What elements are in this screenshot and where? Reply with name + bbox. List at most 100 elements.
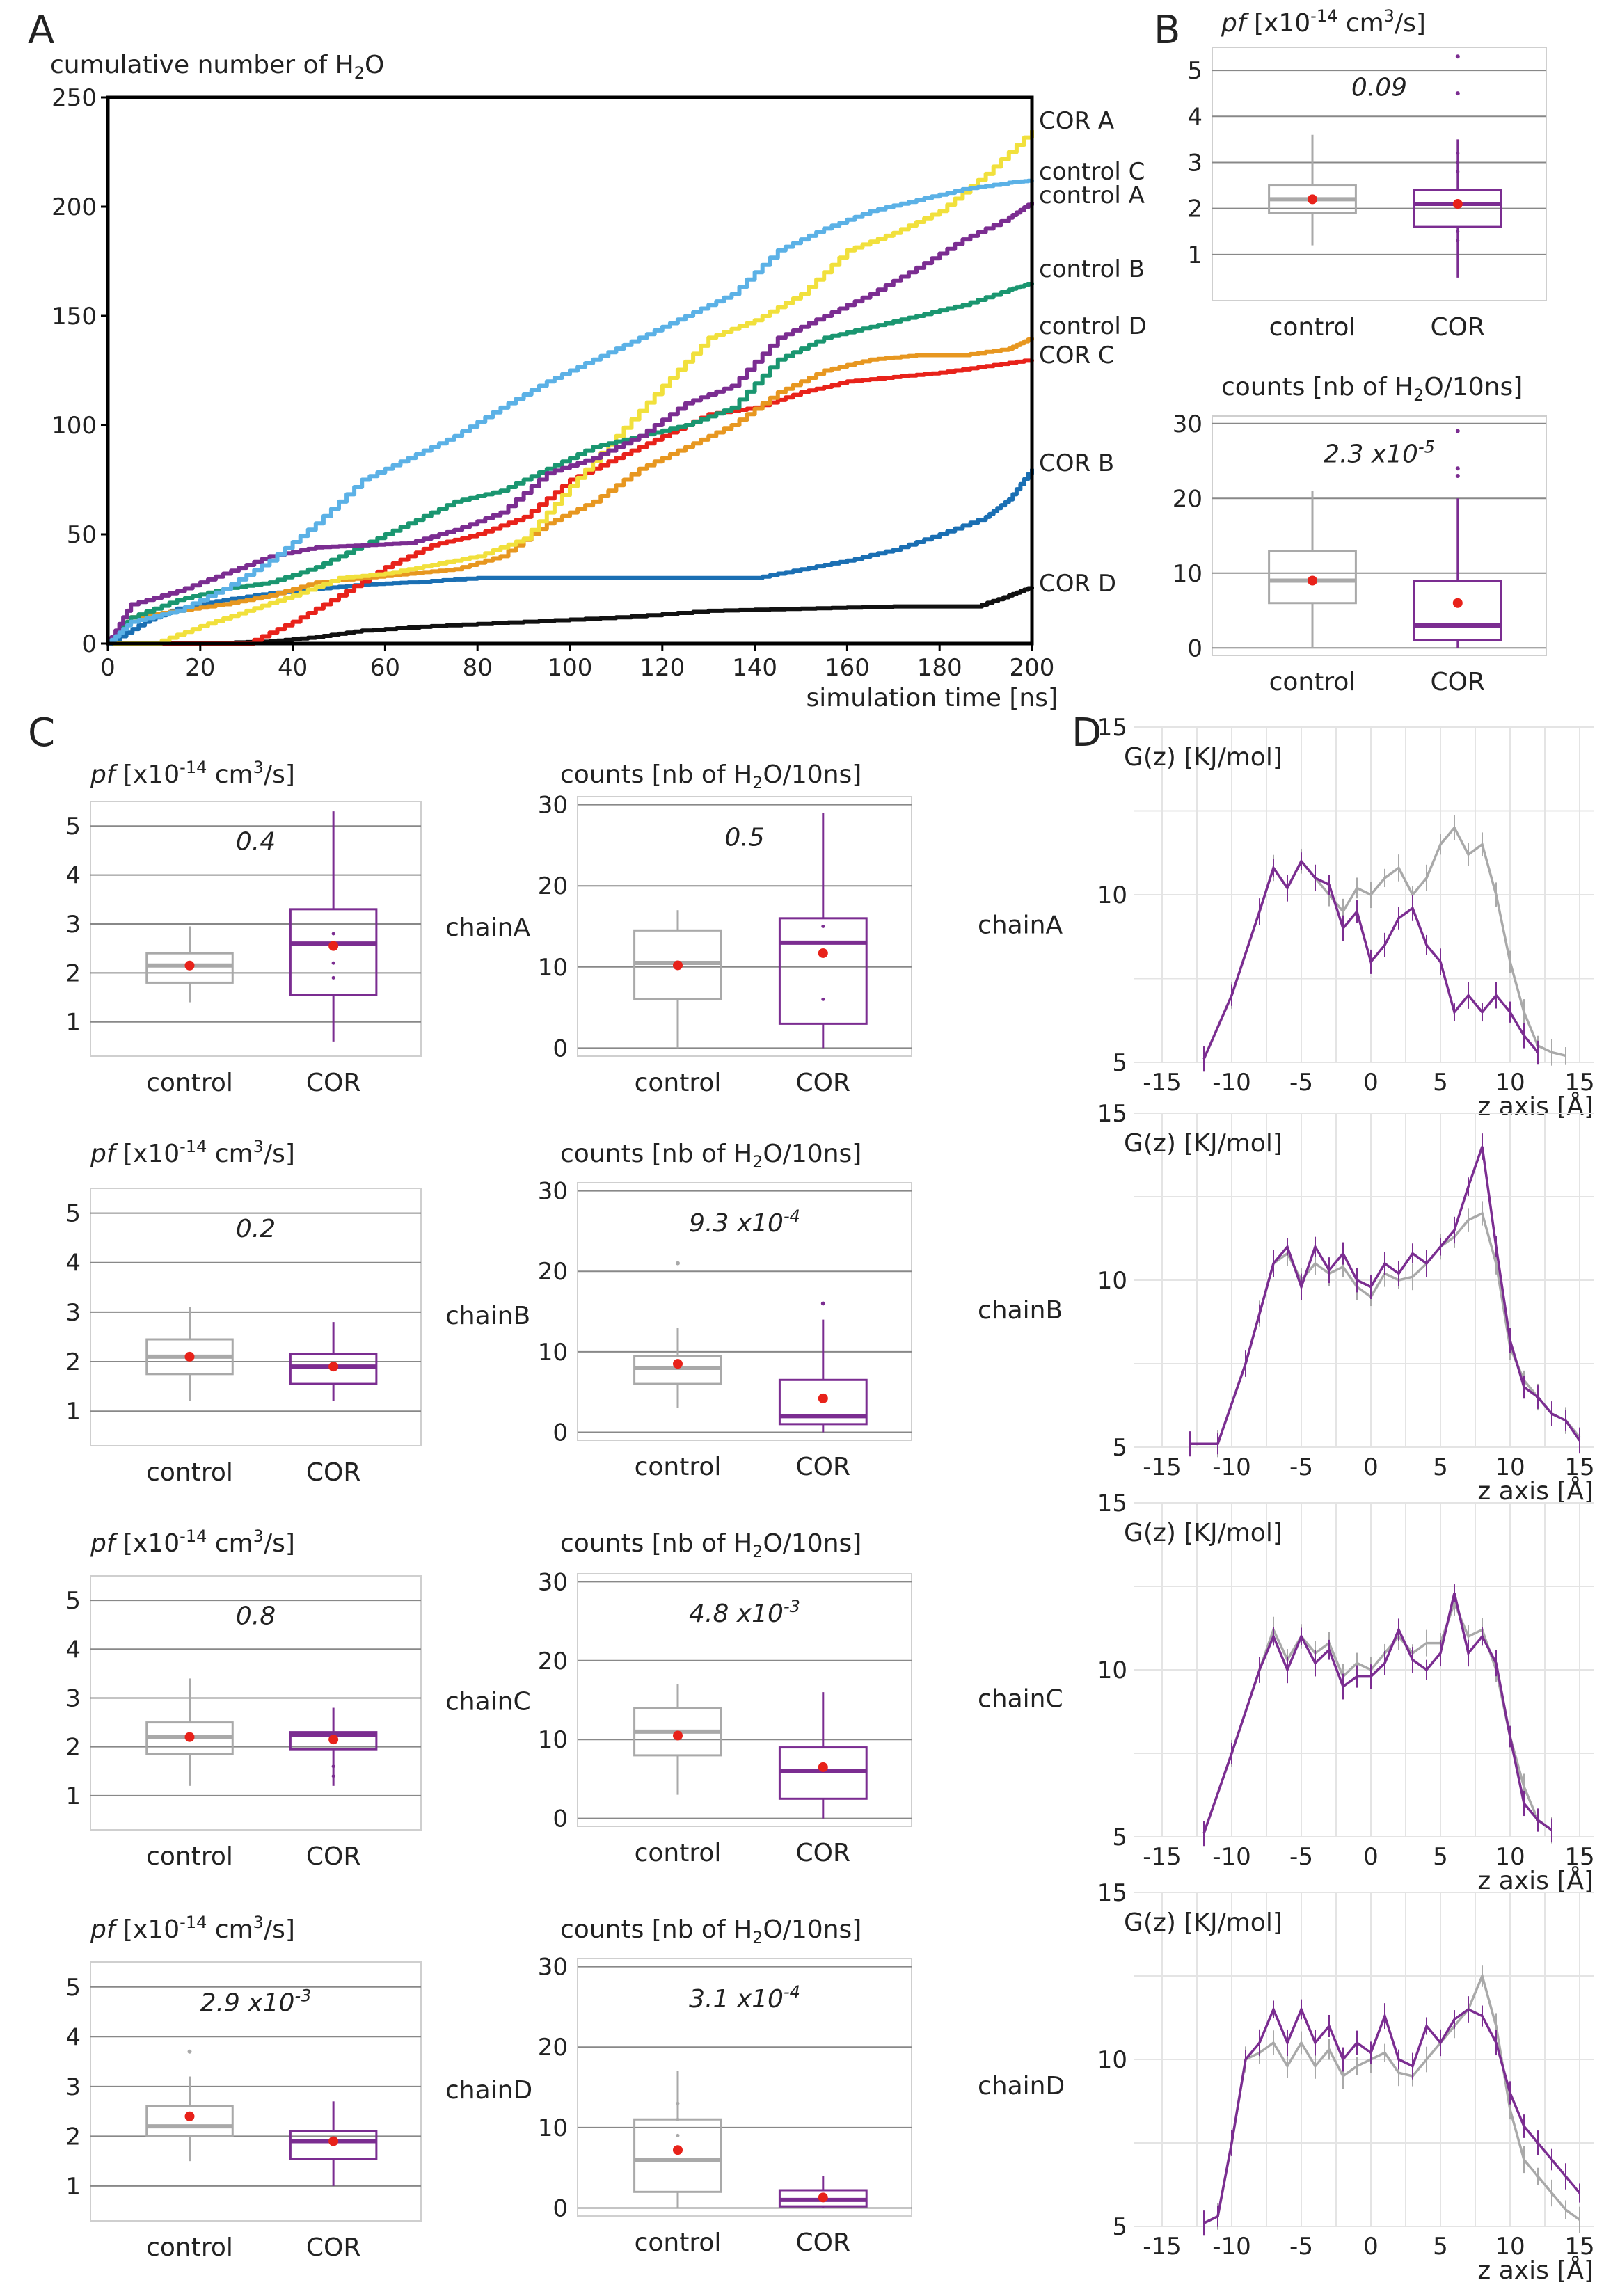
box-mean-dot [1452,199,1463,209]
a-series-label: control A [1039,182,1145,209]
chain-label: chainA [978,911,1063,940]
a-series-line-cor-c [108,358,1034,646]
a-series-label: COR C [1039,342,1115,369]
title-counts-sub: 2 [752,1928,763,1947]
panel-c-boxplots: pf [x10-14 cm3/s] 1 2 3 4 5 0.4 control COR chain… [65,758,1065,2262]
boxplot-y-tick-label: 20 [1173,485,1202,513]
box-iqr [145,952,234,984]
a-ylabel-part2: O [365,51,384,79]
box-mean-dot [328,1735,339,1745]
boxplot-y-tick-label: 2 [65,2123,81,2151]
boxplot-title: pf [x10-14 cm3/s] [90,1526,295,1558]
panel-letter-d: D [1072,710,1102,756]
boxplot-significance: 0.8 [236,1602,276,1630]
a-series-line-control-a [108,202,1034,646]
energy-y-tick-label: 10 [1097,1267,1127,1295]
box-group-label: control [146,2233,233,2262]
boxplot-frame [577,1958,912,2217]
box-group-label: control [635,1069,722,1097]
a-x-tick-label: 180 [917,654,962,682]
box-mean-dot [328,1362,339,1372]
box-outlier [676,1261,680,1266]
box-group-label: COR [306,1458,361,1487]
title-unit: [x10 [123,1140,180,1168]
title-unit-b: cm [207,1140,253,1168]
box-group-control: control [633,2071,722,2257]
box-group-control: control [633,1261,722,1481]
energy-y-tick-label: 10 [1097,882,1127,909]
significance-value: 0.8 [236,1602,276,1630]
significance-value: 4.8 x10 [689,1600,784,1628]
boxplot-y-tick-label: 10 [1173,560,1202,588]
boxplot-significance: 2.3 x10-5 [1324,438,1435,469]
energy-y-axis-label: G(z) [KJ/mol] [1124,743,1282,772]
a-x-tick-label: 0 [100,654,116,682]
box-outlier [820,1301,825,1306]
boxplot-y-tick-label: 30 [1173,410,1202,438]
a-x-tick-label: 160 [825,654,870,682]
boxplot-frame [90,801,422,1057]
energy-y-tick-label: 5 [1112,1049,1127,1077]
title-counts-b: O/10ns] [763,1140,861,1168]
box-group-label: COR [1431,668,1486,696]
title-space [116,1529,123,1558]
significance-value: 0.09 [1351,73,1407,102]
title-unit: [x10 [123,760,180,789]
box-group-control: control [633,1684,722,1867]
box-group-label: COR [796,1069,851,1097]
boxplot-y-tick-label: 4 [65,1636,81,1664]
boxplot-y-tick-label: 10 [538,2114,568,2142]
box-iqr [289,1731,378,1751]
boxplot-y-tick-label: 20 [538,2034,568,2062]
box-group-control: control [1268,491,1357,696]
boxplot-frame [577,796,912,1057]
title-pf: pf [90,1140,119,1168]
chain-label: chainC [978,1685,1063,1714]
box-group-label: control [1269,313,1356,342]
title-counts-a: counts [nb of H [560,1529,752,1558]
title-exp: -14 [1310,6,1337,26]
boxplot-frame [577,1573,912,1827]
boxplot-y-tick-label: 2 [65,959,81,987]
boxplot-y-tick-label: 10 [538,1726,568,1754]
box-point [331,1764,335,1769]
significance-value: 0.4 [236,828,276,856]
title-counts-sub: 2 [752,1152,763,1172]
title-counts-b: O/10ns] [763,1529,861,1558]
energy-x-tick-label: -10 [1212,1453,1251,1481]
box-mean-dot [328,941,339,951]
boxplot-y-tick-label: 3 [65,1684,81,1712]
boxplot-y-tick-label: 0 [553,1805,568,1833]
energy-x-tick-label: 5 [1433,1453,1448,1481]
box-group-label: control [635,2229,722,2257]
a-x-tick-label: 140 [732,654,777,682]
box-group-cor: COR [289,2101,378,2262]
energy-x-tick-label: 15 [1564,1453,1594,1481]
energy-x-tick-label: 15 [1564,1069,1594,1097]
boxplot-y-tick-label: 1 [65,1009,81,1037]
boxplot-frame [1212,47,1547,301]
energy-series-cor [1202,1593,1553,1834]
box-point [1456,151,1460,155]
title-space [1246,9,1254,38]
box-mean-dot [818,1393,828,1403]
title-counts-b: O/10ns] [763,760,861,789]
boxplot-title: pf [x10-14 cm3/s] [90,1913,295,1944]
energy-x-tick-label: 5 [1433,2233,1448,2261]
energy-y-tick-label: 10 [1097,1657,1127,1684]
boxplot-y-tick-label: 5 [65,813,81,840]
boxplot-y-tick-label: 1 [1187,241,1202,269]
boxplot-significance: 0.09 [1351,73,1407,102]
energy-x-tick-label: -15 [1143,1843,1182,1871]
box-point [1456,239,1460,243]
energy-x-tick-label: 10 [1495,1069,1525,1097]
energy-series-cor [1203,2006,1581,2224]
a-y-tick-label: 150 [51,303,97,330]
boxplot-frame [577,1182,912,1441]
energy-y-tick-label: 15 [1097,714,1127,742]
box-group-cor: COR [1413,54,1502,342]
significance-exp: -5 [1418,438,1435,457]
